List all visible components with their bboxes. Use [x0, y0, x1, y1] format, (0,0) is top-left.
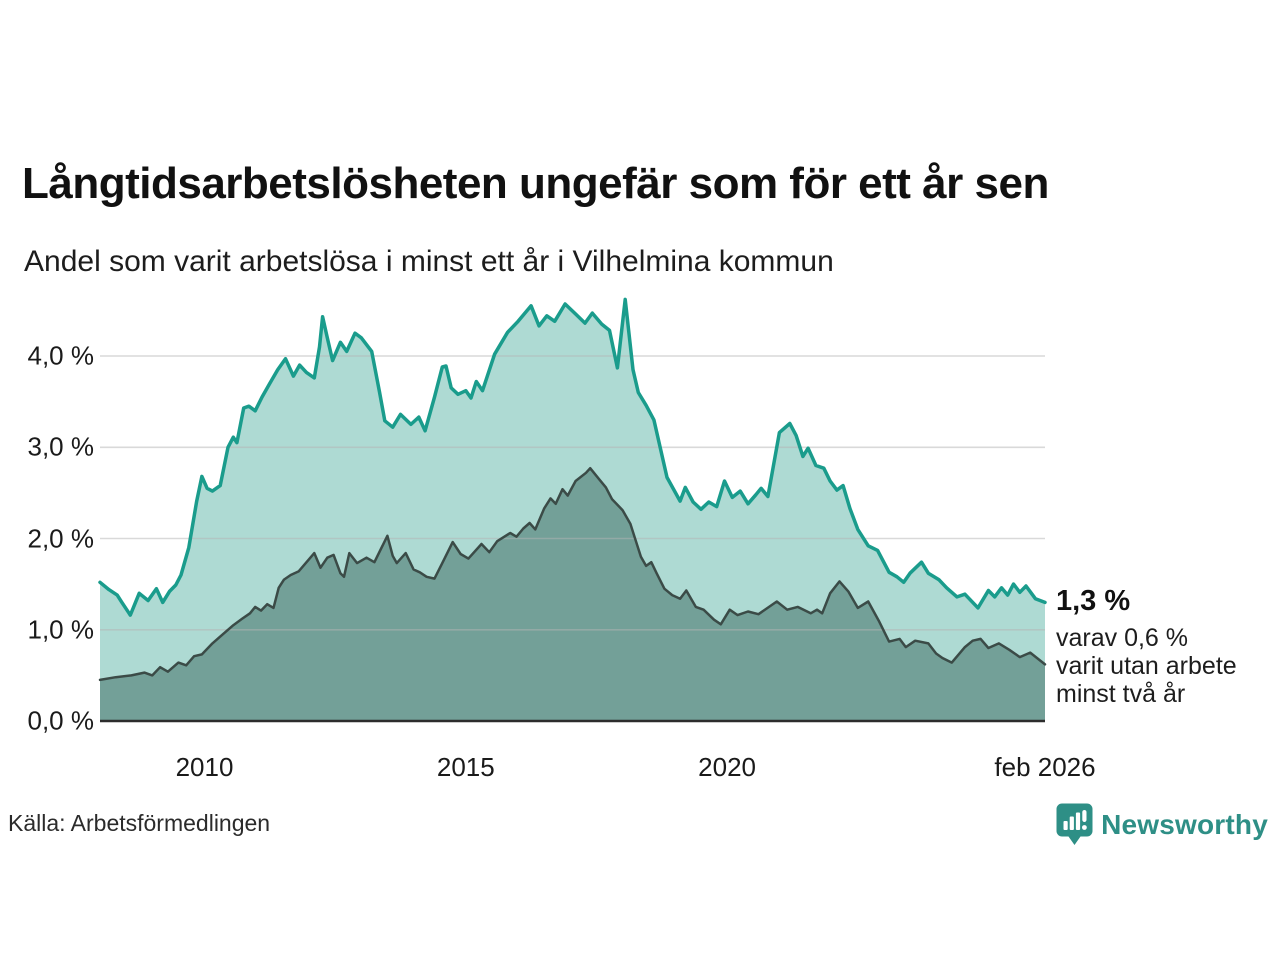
end-value-annotation: 1,3 % varav 0,6 % varit utan arbete mins…	[1056, 585, 1271, 708]
area-fill-series-1	[100, 468, 1045, 721]
chart-subtitle: Andel som varit arbetslösa i minst ett å…	[24, 245, 834, 278]
x-tick-label: feb 2026	[994, 752, 1096, 782]
annotation-detail-line-1: varav 0,6 %	[1056, 624, 1189, 652]
y-tick-label: 4,0 %	[27, 340, 95, 371]
y-tick-label: 0,0 %	[27, 705, 95, 736]
area-line-series-1	[98, 466, 1047, 682]
annotation-detail-line-3: minst två år	[1056, 680, 1186, 708]
annotation-current-value: 1,3 %	[1056, 585, 1131, 617]
source-caption: Källa: Arbetsförmedlingen	[8, 810, 271, 836]
y-tick-label: 1,0 %	[27, 614, 95, 645]
newsworthy-pin-barchart-icon	[1056, 803, 1093, 845]
annotation-detail-line-2: varit utan arbete	[1056, 652, 1237, 680]
newsworthy-logo: Newsworthy	[1056, 803, 1268, 846]
newsworthy-wordmark: Newsworthy	[1101, 808, 1268, 840]
area-line-series-0	[98, 297, 1047, 617]
x-tick-label: 2015	[436, 752, 495, 782]
y-tick-label: 2,0 %	[27, 523, 95, 553]
x-tick-label: 2020	[698, 752, 757, 782]
y-tick-label: 3,0 %	[27, 431, 95, 462]
x-tick-label: 2010	[175, 752, 234, 782]
page-title: Långtidsarbetslösheten ungefär som för e…	[22, 159, 1049, 209]
